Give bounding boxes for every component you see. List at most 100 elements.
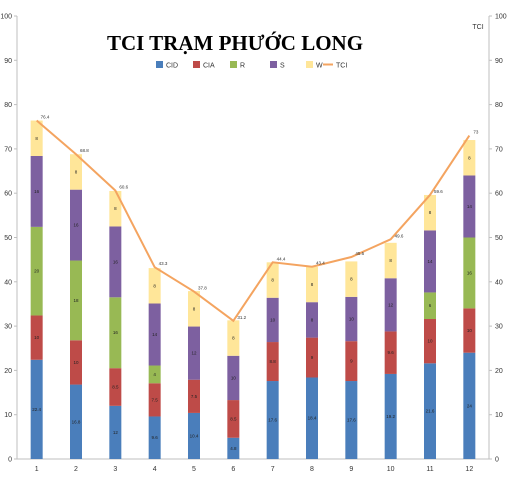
bar-value-label: 8.5 [230, 416, 237, 421]
bar-w [30, 120, 43, 156]
bar-cia [188, 379, 200, 413]
legend: CID CIA R S W TCI [156, 61, 347, 70]
legend-label-s: S [280, 63, 285, 70]
x-tick-label: 9 [349, 466, 353, 473]
bar-r [30, 226, 43, 316]
tci-value-label: 37.8 [198, 286, 207, 291]
bar-value-label: 16 [113, 259, 119, 264]
right-tick-label: 20 [495, 368, 503, 375]
legend-label-w: W [316, 63, 323, 70]
legend-label-cia: CIA [203, 63, 215, 70]
bar-cia [227, 400, 240, 438]
bar-s [30, 155, 43, 227]
axes: 0 0 10 10 20 20 30 30 40 40 50 50 60 60 70 70 80 80 90 90 10… [0, 14, 506, 474]
bar-value-label: 8 [429, 210, 432, 215]
bar-s [463, 175, 476, 238]
left-tick-label: 100 [0, 14, 12, 21]
bar-value-label: 14 [427, 259, 433, 264]
bar-s [345, 296, 358, 342]
bar-s [306, 302, 318, 338]
bar-value-label: 20 [34, 269, 40, 274]
left-tick-label: 30 [4, 324, 12, 331]
bar-r [463, 237, 476, 309]
legend-swatch-cia [193, 61, 200, 68]
bar-s [109, 226, 122, 298]
x-tick-label: 11 [426, 466, 433, 473]
bar-value-label: 8 [468, 155, 471, 160]
bar-value-label: 9.6 [388, 350, 395, 355]
left-tick-label: 50 [4, 235, 12, 242]
legend-label-tci: TCI [336, 63, 347, 70]
bar-value-label: 17.6 [268, 418, 277, 423]
bar-value-label: 9 [311, 355, 314, 360]
bar-cid [345, 381, 358, 459]
bar-value-label: 7.5 [191, 394, 198, 399]
bar-value-label: 10.4 [190, 433, 199, 438]
bar-value-label: 8 [311, 282, 314, 287]
bar-w [70, 154, 82, 190]
bar-w [188, 291, 200, 327]
bar-w [463, 140, 476, 176]
bar-cia [463, 308, 476, 353]
x-tick-label: 5 [192, 466, 196, 473]
bar-value-label: 22.4 [32, 407, 41, 412]
bar-value-label: 16 [73, 223, 79, 228]
right-tick-label: 0 [495, 457, 499, 464]
bar-value-label: 4.8 [230, 446, 237, 451]
bar-w [109, 190, 122, 227]
tci-line-series [36, 119, 471, 323]
bar-value-label: 10 [467, 328, 473, 333]
bar-value-label: 16 [113, 330, 119, 335]
bar-cia [30, 315, 43, 360]
right-tick-label: 70 [495, 146, 503, 153]
bar-value-label: 8 [389, 258, 392, 263]
bar-w [227, 320, 240, 356]
bar-cia [266, 342, 279, 382]
tci-value-label: 31.2 [237, 315, 246, 320]
legend-swatch-r [230, 61, 237, 68]
bar-cid [424, 363, 436, 459]
tci-value-label: 73 [473, 130, 479, 135]
bar-r [424, 292, 436, 320]
data-labels: 22.4 10 20 16 8 16.8 10 18 16 8 12 8.5 16 16 8 9.6 7.5 4 1… [32, 115, 479, 451]
bar-r [109, 297, 122, 369]
bar-value-label: 8 [35, 136, 38, 141]
bar-cia [148, 383, 161, 417]
bar-cid [70, 384, 82, 459]
right-tick-label: 10 [495, 412, 503, 419]
bar-cia [384, 331, 397, 374]
bar-value-label: 8 [75, 169, 78, 174]
legend-swatch-w [306, 61, 313, 68]
x-tick-label: 12 [465, 466, 473, 473]
bar-value-label: 16 [467, 270, 473, 275]
bar-cid [227, 437, 240, 459]
x-tick-label: 4 [153, 466, 157, 473]
bar-value-label: 18 [73, 298, 79, 303]
bar-value-label: 12 [191, 351, 197, 356]
bar-value-label: 24 [467, 403, 473, 408]
left-tick-label: 90 [4, 58, 12, 65]
bar-value-label: 21.6 [426, 409, 435, 414]
bar-cid [109, 405, 122, 459]
bar-w [345, 261, 358, 297]
bar-series [30, 120, 476, 459]
bar-s [70, 189, 82, 261]
bar-w [384, 242, 397, 279]
bar-value-label: 8 [232, 336, 235, 341]
bar-value-label: 6 [429, 303, 432, 308]
tci-value-label: 60.6 [119, 185, 128, 190]
x-tick-label: 1 [35, 466, 39, 473]
bar-value-label: 14 [467, 204, 473, 209]
right-tick-label: 40 [495, 279, 503, 286]
bar-r [70, 260, 82, 341]
x-tick-label: 10 [387, 466, 395, 473]
left-tick-label: 80 [4, 102, 12, 109]
bar-value-label: 16 [34, 189, 40, 194]
chart-title: TCI TRẠM PHƯỚC LONG [107, 31, 363, 55]
x-tick-label: 6 [231, 466, 235, 473]
right-tick-label: 50 [495, 235, 503, 242]
bar-value-label: 10 [73, 360, 79, 365]
bar-w [266, 262, 279, 298]
bar-cid [463, 352, 476, 459]
